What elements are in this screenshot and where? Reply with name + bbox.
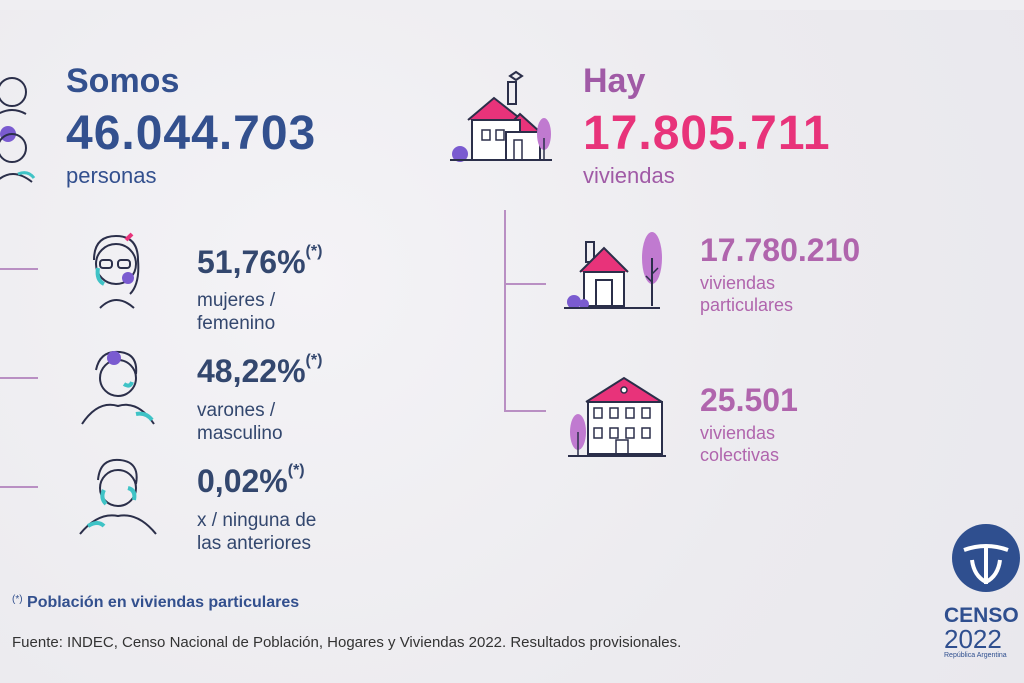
person-icon	[79, 458, 157, 535]
housing-value: 17.805.711	[583, 107, 831, 160]
dwelling-value: 17.780.210	[700, 232, 861, 268]
connector-line	[0, 377, 38, 379]
logo-tagline: República Argentina	[944, 652, 1007, 659]
gender-percentage: 51,76%(*)	[197, 243, 323, 280]
source-text: Fuente: INDEC, Censo Nacional de Poblaci…	[12, 634, 682, 651]
connector-line	[504, 210, 506, 412]
gender-percentage: 0,02%(*)	[197, 462, 305, 499]
woman-icon	[93, 232, 140, 309]
houses-icon	[450, 70, 552, 162]
man-icon	[81, 350, 155, 425]
population-lead: Somos	[66, 62, 180, 100]
logo-year: 2022	[944, 624, 1002, 654]
connector-line	[504, 410, 546, 412]
housing-unit: viviendas	[583, 163, 675, 188]
population-value: 46.044.703	[66, 107, 317, 160]
housing-lead: Hay	[583, 62, 646, 100]
censo-emblem-icon	[952, 524, 1020, 592]
gender-label: mujeres / femenino	[197, 290, 276, 335]
gender-label: x / ninguna de las anteriores	[197, 510, 317, 555]
connector-line	[0, 486, 38, 488]
dwelling-label: viviendas colectivas	[700, 423, 780, 465]
building-icon	[568, 376, 666, 457]
footnote: (*) Población en viviendas particulares	[12, 594, 300, 611]
connector-line	[0, 268, 38, 270]
gender-label: varones / masculino	[197, 400, 283, 445]
infographic-card: Somos 46.044.703 personas Hay 17.805.711…	[0, 10, 1024, 683]
population-unit: personas	[66, 163, 157, 188]
gender-percentage: 48,22%(*)	[197, 352, 323, 389]
dwelling-value: 25.501	[700, 382, 798, 418]
people-icon	[0, 77, 36, 183]
dwelling-label: viviendas particulares	[700, 273, 794, 315]
connector-line	[504, 283, 546, 285]
house-icon	[564, 232, 662, 309]
censo-logo: CENSO 2022 República Argentina	[944, 524, 1024, 674]
logo-word: CENSO	[944, 604, 1019, 627]
